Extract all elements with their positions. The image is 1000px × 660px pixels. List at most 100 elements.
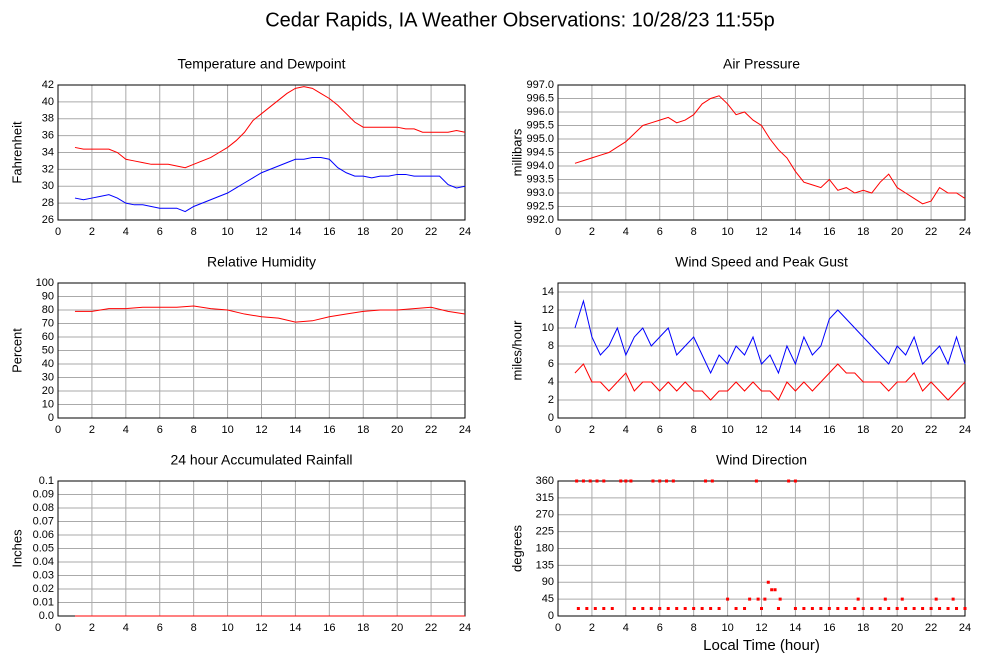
x-tick-label: 0: [55, 226, 61, 238]
y-tick-label: 0: [548, 412, 554, 424]
plot-frame: [557, 84, 966, 221]
x-tick-label: 6: [157, 424, 163, 436]
y-tick-label: 100: [36, 277, 54, 289]
y-tick-label: 80: [42, 304, 54, 316]
page-title: Cedar Rapids, IA Weather Observations: 1…: [265, 9, 775, 31]
data-point: [904, 607, 908, 610]
data-point: [778, 597, 782, 601]
y-tick-label: 40: [42, 358, 54, 370]
data-point: [581, 479, 585, 483]
y-tick-label: 42: [42, 79, 54, 91]
x-tick-label: 6: [657, 424, 663, 436]
data-point: [938, 607, 942, 610]
x-tick-label: 14: [289, 226, 301, 238]
data-point: [912, 607, 916, 610]
x-tick-label: 0: [55, 622, 61, 634]
data-point: [675, 607, 679, 610]
y-tick-label: 34: [42, 146, 54, 158]
x-tick-label: 0: [555, 424, 561, 436]
x-tick-label: 24: [959, 226, 971, 238]
x-tick-label: 20: [391, 226, 403, 238]
x-tick-label: 18: [357, 226, 369, 238]
y-tick-label: 38: [42, 113, 54, 125]
x-tick-label: 24: [959, 424, 971, 436]
y-tick-label: 0.05: [33, 542, 54, 554]
y-tick-label: 26: [42, 214, 54, 226]
data-point: [929, 607, 933, 610]
y-tick-label: 45: [542, 593, 554, 605]
y-tick-label: 995.0: [526, 133, 554, 145]
x-tick-label: 2: [589, 424, 595, 436]
x-tick-label: 18: [857, 622, 869, 634]
x-tick-label: 12: [255, 226, 267, 238]
panel-title: Wind Speed and Peak Gust: [675, 254, 848, 270]
y-tick-label: 997.0: [526, 79, 554, 91]
panel-title: Relative Humidity: [207, 254, 316, 270]
x-tick-label: 16: [323, 424, 335, 436]
data-point: [619, 479, 623, 483]
y-tick-label: 4: [548, 376, 554, 388]
y-tick-label: 0.07: [33, 515, 54, 527]
data-point: [756, 597, 760, 601]
data-line: [74, 86, 466, 169]
data-point: [743, 607, 747, 610]
y-axis-label: miles/hour: [509, 320, 524, 381]
x-tick-label: 16: [323, 226, 335, 238]
x-tick-label: 22: [425, 424, 437, 436]
x-tick-label: 22: [425, 226, 437, 238]
panel-title: Temperature and Dewpoint: [177, 56, 345, 72]
data-point: [624, 479, 628, 483]
x-tick-label: 14: [289, 424, 301, 436]
x-tick-label: 4: [623, 226, 629, 238]
data-point: [856, 597, 860, 601]
x-tick-label: 20: [891, 622, 903, 634]
data-point: [836, 607, 840, 610]
y-tick-label: 0.08: [33, 502, 54, 514]
x-tick-label: 10: [721, 424, 733, 436]
data-point: [793, 479, 797, 483]
x-tick-label: 20: [391, 622, 403, 634]
y-axis-label: degrees: [509, 525, 524, 572]
data-point: [710, 479, 714, 483]
data-point: [704, 479, 708, 483]
x-tick-label: 20: [891, 424, 903, 436]
data-point: [700, 607, 704, 610]
data-point: [671, 479, 675, 483]
x-tick-label: 16: [823, 424, 835, 436]
x-tick-label: 14: [289, 622, 301, 634]
data-point: [593, 607, 597, 610]
x-tick-label: 6: [657, 226, 663, 238]
x-tick-label: 12: [755, 226, 767, 238]
panel-title: Air Pressure: [723, 56, 800, 72]
x-tick-label: 10: [221, 226, 233, 238]
y-tick-label: 994.5: [526, 146, 554, 158]
data-point: [895, 607, 899, 610]
x-tick-label: 6: [157, 622, 163, 634]
data-point: [787, 479, 791, 483]
x-tick-label: 14: [789, 226, 801, 238]
data-point: [766, 580, 770, 584]
data-point: [651, 479, 655, 483]
y-tick-label: 0.04: [33, 556, 54, 568]
y-tick-label: 10: [42, 398, 54, 410]
x-tick-label: 12: [255, 424, 267, 436]
y-axis-label: Percent: [9, 328, 24, 373]
x-tick-label: 4: [623, 424, 629, 436]
x-tick-label: 24: [459, 424, 471, 436]
y-axis-label: Fahrenheit: [9, 121, 24, 184]
x-tick-label: 14: [789, 424, 801, 436]
data-point: [760, 607, 763, 610]
data-point: [610, 607, 614, 610]
x-tick-label: 6: [657, 622, 663, 634]
x-tick-label: 16: [823, 622, 835, 634]
data-point: [887, 607, 891, 610]
data-point: [709, 607, 713, 610]
y-tick-label: 28: [42, 197, 54, 209]
data-point: [793, 607, 797, 610]
data-line: [74, 305, 466, 323]
y-tick-label: 0.09: [33, 488, 54, 500]
